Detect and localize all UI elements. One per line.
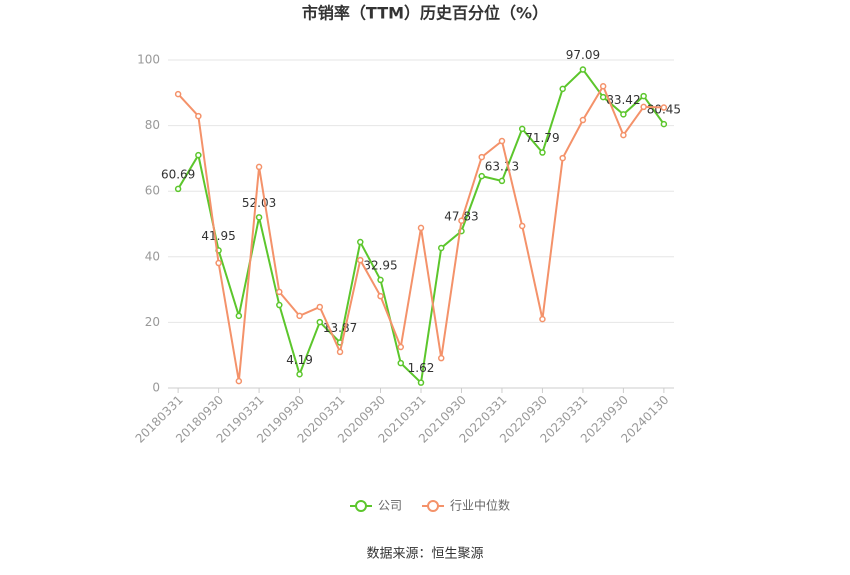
point bbox=[458, 217, 465, 224]
y-tick-label: 100 bbox=[137, 53, 160, 67]
point bbox=[417, 379, 425, 386]
data-label: 71.79 bbox=[525, 131, 559, 145]
point bbox=[397, 343, 405, 351]
point bbox=[620, 111, 627, 118]
point bbox=[235, 377, 243, 385]
point bbox=[296, 312, 303, 320]
data-label: 41.95 bbox=[201, 229, 235, 243]
point bbox=[478, 172, 485, 180]
point bbox=[296, 371, 303, 378]
legend-marker bbox=[427, 500, 440, 512]
point bbox=[437, 354, 445, 362]
point bbox=[660, 104, 668, 111]
point bbox=[316, 318, 324, 326]
data-label: 83.42 bbox=[606, 93, 640, 107]
point bbox=[599, 82, 607, 90]
point bbox=[195, 112, 202, 120]
data-label: 97.09 bbox=[566, 48, 600, 62]
legend-marker bbox=[355, 500, 367, 512]
y-tick-label: 60 bbox=[145, 184, 160, 198]
point bbox=[498, 137, 506, 145]
point bbox=[620, 131, 627, 139]
chart-title: 市销率（TTM）历史百分位（%） bbox=[302, 4, 548, 23]
point bbox=[599, 93, 607, 101]
y-tick-label: 80 bbox=[145, 118, 160, 132]
source: 数据来源：恒生聚源 bbox=[366, 547, 483, 562]
point bbox=[255, 163, 263, 171]
point bbox=[478, 153, 485, 161]
point bbox=[215, 259, 222, 267]
y-tick-label: 40 bbox=[145, 249, 160, 263]
point bbox=[377, 292, 384, 300]
data-label: 4.19 bbox=[286, 353, 313, 367]
point bbox=[518, 125, 526, 133]
point bbox=[397, 359, 405, 367]
point bbox=[539, 149, 546, 156]
point bbox=[276, 288, 283, 296]
point bbox=[579, 66, 587, 73]
data-label: 47.83 bbox=[444, 210, 478, 224]
point bbox=[357, 238, 364, 246]
data-label: 63.13 bbox=[485, 159, 519, 173]
point bbox=[579, 116, 587, 124]
point bbox=[417, 224, 425, 232]
point bbox=[276, 301, 283, 309]
point bbox=[255, 214, 263, 221]
point bbox=[559, 85, 566, 93]
point bbox=[640, 103, 647, 111]
point bbox=[660, 120, 668, 128]
data-label: 32.95 bbox=[363, 258, 397, 272]
data-label: 1.62 bbox=[408, 361, 435, 375]
point bbox=[640, 92, 647, 100]
point bbox=[357, 256, 364, 264]
point bbox=[195, 151, 202, 159]
point bbox=[174, 185, 182, 193]
legend-label: 公司 bbox=[378, 499, 402, 513]
point bbox=[539, 315, 546, 323]
point bbox=[518, 222, 526, 230]
data-label: 52.03 bbox=[242, 196, 276, 210]
point bbox=[174, 90, 182, 98]
point bbox=[559, 154, 566, 162]
legend-label: 行业中位数 bbox=[450, 498, 510, 513]
point bbox=[336, 348, 344, 356]
data-label: 60.69 bbox=[161, 167, 195, 181]
point bbox=[377, 276, 384, 284]
y-tick-label: 20 bbox=[145, 315, 160, 329]
point bbox=[437, 244, 445, 252]
point bbox=[235, 312, 243, 320]
point bbox=[498, 177, 506, 185]
point bbox=[316, 303, 324, 311]
y-tick-label: 0 bbox=[152, 381, 160, 395]
series-line bbox=[177, 84, 664, 382]
